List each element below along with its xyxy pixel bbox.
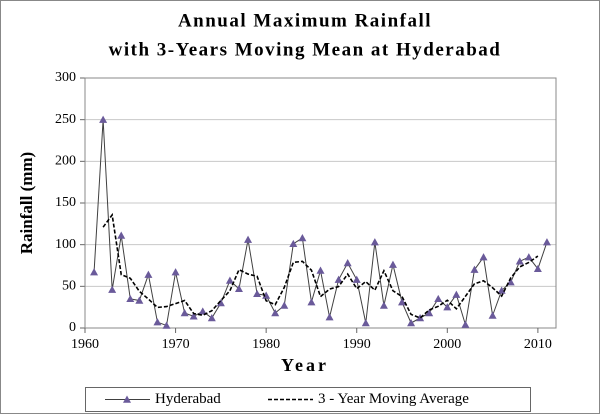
point-marker (180, 309, 189, 317)
point-marker (316, 266, 325, 274)
chart-subtitle: with 3-Years Moving Mean at Hyderabad (109, 39, 502, 60)
point-marker (280, 301, 289, 309)
x-tick-label: 1970 (162, 337, 190, 352)
point-marker (542, 238, 551, 246)
point-marker (407, 319, 416, 327)
point-marker (479, 253, 488, 261)
y-axis-label: Rainfall (mm) (17, 152, 36, 254)
point-marker (515, 257, 524, 265)
point-marker (162, 321, 171, 329)
point-marker (126, 294, 135, 303)
point-marker (379, 301, 388, 309)
x-tick-label: 1980 (252, 337, 280, 352)
legend-marker (123, 395, 131, 403)
point-marker (108, 285, 117, 293)
point-marker (207, 314, 216, 322)
point-marker (388, 260, 397, 268)
point-marker (524, 253, 533, 261)
point-marker (99, 115, 108, 123)
legend-label: 3 - Year Moving Average (318, 391, 469, 407)
point-marker (533, 264, 542, 273)
series-line (102, 212, 539, 319)
y-tick-label: 150 (55, 195, 76, 210)
point-marker (244, 235, 253, 243)
point-marker (343, 259, 352, 267)
point-marker (370, 238, 379, 246)
legend-label: Hyderabad (155, 391, 221, 407)
point-marker (452, 290, 461, 298)
point-marker (461, 320, 470, 328)
point-marker (262, 291, 271, 299)
point-marker (434, 294, 443, 303)
point-marker (135, 296, 144, 304)
point-marker (289, 239, 298, 248)
chart-title: Annual Maximum Rainfall (178, 10, 432, 31)
point-marker (425, 309, 434, 317)
point-marker (488, 311, 497, 319)
point-marker (398, 298, 407, 306)
point-marker (361, 319, 370, 327)
point-marker (189, 312, 198, 320)
x-tick-label: 1990 (343, 337, 371, 352)
y-tick-label: 250 (55, 112, 76, 127)
point-marker (416, 314, 425, 322)
point-marker (334, 275, 343, 283)
point-marker (225, 276, 234, 284)
point-marker (352, 275, 361, 283)
x-axis-label: Year (281, 355, 329, 375)
y-tick-label: 0 (69, 320, 76, 335)
x-tick-label: 1960 (71, 337, 99, 352)
point-marker (325, 313, 334, 321)
point-marker (171, 268, 180, 276)
point-marker (153, 318, 162, 326)
point-marker (307, 298, 316, 306)
point-marker (443, 303, 452, 311)
point-marker (90, 268, 99, 276)
point-marker (144, 270, 153, 278)
point-marker (271, 309, 280, 317)
plot-border (84, 77, 557, 329)
x-tick-label: 2010 (524, 337, 552, 352)
y-tick-label: 100 (55, 237, 76, 252)
point-marker (117, 231, 126, 239)
point-marker (298, 234, 307, 242)
point-marker (216, 299, 225, 307)
point-marker (253, 289, 262, 298)
point-marker (198, 307, 207, 315)
point-marker (470, 265, 479, 273)
point-marker (497, 286, 506, 294)
y-tick-label: 300 (55, 70, 76, 85)
y-tick-label: 50 (62, 279, 76, 294)
y-tick-label: 200 (55, 154, 76, 169)
x-tick-label: 2000 (433, 337, 461, 352)
point-marker (234, 284, 243, 293)
